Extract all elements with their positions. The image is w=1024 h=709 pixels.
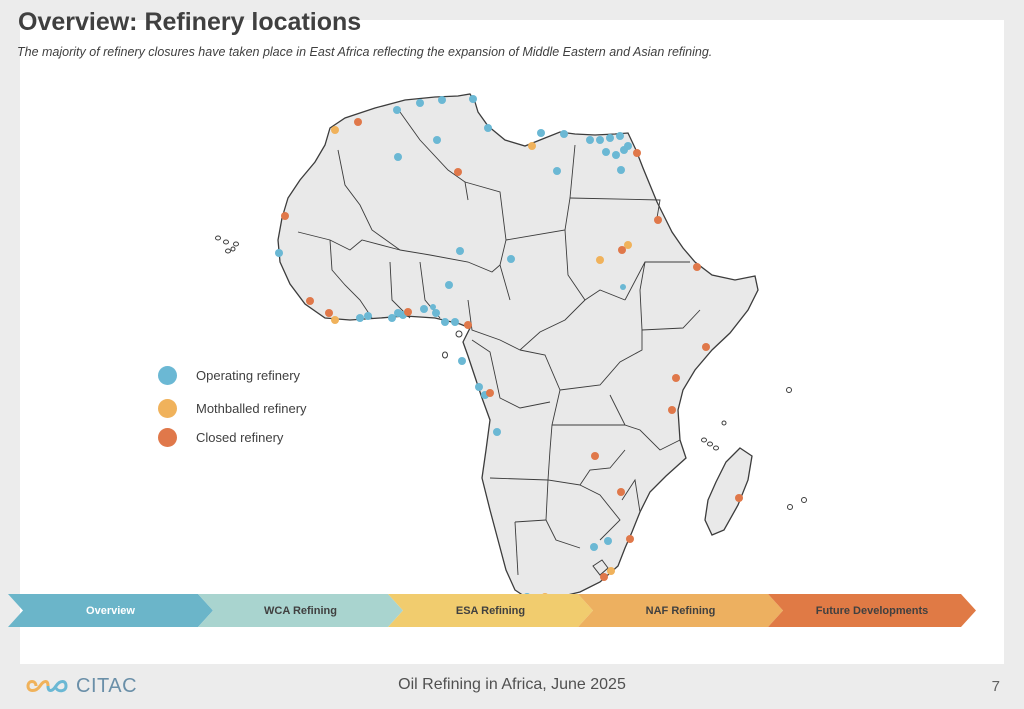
country-borders (297, 111, 701, 576)
page-title: Overview: Refinery locations (18, 8, 362, 36)
nav-wca-refining[interactable]: WCA Refining (198, 594, 403, 627)
nav-label: ESA Refining (455, 604, 526, 617)
lesotho (592, 559, 609, 576)
section-nav: Overview WCA Refining ESA Refining NAF R… (8, 594, 978, 627)
legend-label: Operating refinery (196, 368, 301, 383)
operating-marker-icon (158, 366, 177, 385)
footer-title: Oil Refining in Africa, June 2025 (398, 676, 626, 693)
nav-future-developments[interactable]: Future Developments (768, 594, 976, 627)
nav-naf-refining[interactable]: NAF Refining (578, 594, 783, 627)
africa-continent (277, 93, 759, 601)
operating-refineries (275, 95, 632, 601)
legend-item-operating: Operating refinery (158, 366, 300, 385)
nav-label: Overview (86, 604, 135, 617)
madagascar (704, 447, 753, 536)
page-number: 7 (991, 678, 1000, 695)
legend-item-closed: Closed refinery (158, 428, 283, 447)
legend-item-mothballed: Mothballed refinery (158, 399, 307, 418)
page-subtitle: The majority of refinery closures have t… (17, 45, 713, 59)
islands (215, 235, 807, 510)
brand-name: CITAC (76, 674, 138, 697)
nav-label: WCA Refining (264, 604, 337, 617)
closed-refineries (281, 118, 743, 581)
infinity-logo-icon (26, 680, 68, 693)
citac-logo: CITAC (24, 674, 137, 698)
nav-label: NAF Refining (645, 604, 716, 617)
nav-esa-refining[interactable]: ESA Refining (388, 594, 593, 627)
nav-label: Future Developments (815, 604, 929, 617)
closed-marker-icon (158, 428, 177, 447)
legend-label: Mothballed refinery (196, 401, 307, 416)
mothballed-marker-icon (158, 399, 177, 418)
legend-label: Closed refinery (196, 430, 284, 445)
nav-overview[interactable]: Overview (8, 594, 213, 627)
